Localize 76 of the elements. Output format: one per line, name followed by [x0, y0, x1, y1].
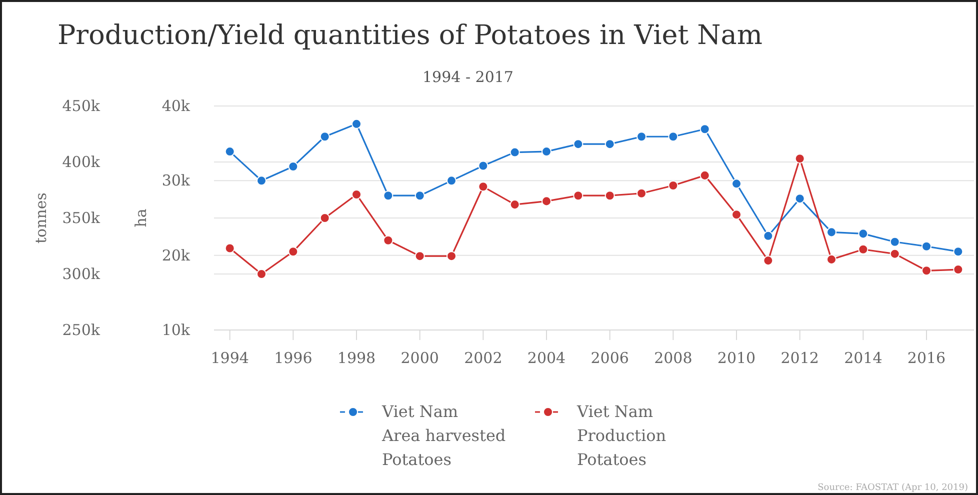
point — [826, 254, 837, 264]
point — [446, 251, 457, 262]
y2-axis-title: tonnes — [32, 192, 50, 244]
point — [700, 124, 710, 134]
x-tick-label: 2008 — [654, 349, 692, 367]
point — [288, 246, 298, 257]
point — [320, 132, 330, 142]
legend-label: Viet Nam Production Potatoes — [576, 402, 666, 469]
y-tick-label: 10k — [162, 321, 191, 339]
point — [383, 235, 394, 246]
y-axis-title: ha — [132, 208, 150, 228]
point — [858, 244, 868, 254]
point — [731, 210, 742, 220]
point — [510, 200, 520, 210]
x-tick-label: 2004 — [527, 349, 566, 367]
point — [541, 196, 552, 206]
x-tick-label: 2014 — [844, 349, 882, 367]
source-note: Source: FAOSTAT (Apr 10, 2019) — [818, 483, 968, 493]
legend-label: Viet Nam Area harvested Potatoes — [381, 402, 506, 469]
x-tick-label: 1994 — [210, 349, 249, 367]
point — [921, 241, 932, 252]
point — [953, 246, 964, 257]
chart-title: Production/Yield quantities of Potatoes in Viet Nam — [58, 20, 762, 51]
y2-tick-label: 300k — [62, 265, 101, 283]
point — [668, 180, 678, 191]
point — [224, 243, 235, 254]
point — [224, 146, 235, 157]
point — [604, 139, 615, 150]
point — [256, 176, 267, 186]
point — [573, 139, 584, 150]
x-tick-label: 2016 — [907, 349, 946, 367]
x-tick-label: 1996 — [274, 349, 312, 367]
y2-tick-label: 400k — [62, 153, 101, 171]
x-tick-label: 2002 — [464, 349, 502, 367]
y-tick-label: 40k — [162, 97, 191, 115]
point — [256, 268, 267, 280]
point — [763, 230, 774, 241]
point — [478, 182, 488, 192]
point — [890, 236, 900, 247]
point — [731, 178, 742, 189]
point — [826, 227, 837, 238]
point — [351, 118, 362, 129]
y-tick-label: 30k — [162, 172, 191, 190]
point — [858, 228, 868, 239]
point — [763, 256, 774, 266]
point — [351, 189, 362, 200]
point — [794, 154, 805, 164]
point — [320, 212, 330, 224]
y2-tick-label: 450k — [62, 97, 101, 115]
x-tick-label: 2006 — [590, 349, 629, 367]
point — [288, 161, 298, 172]
point — [510, 147, 520, 158]
y2-tick-label: 250k — [62, 321, 101, 339]
point — [921, 266, 932, 276]
point — [414, 190, 425, 201]
point — [414, 251, 425, 262]
point — [794, 194, 805, 204]
x-tick-label: 2012 — [780, 349, 819, 367]
point — [573, 190, 584, 201]
point — [383, 190, 394, 201]
y-tick-label: 20k — [162, 246, 191, 264]
y2-tick-label: 350k — [62, 209, 101, 227]
chart-subtitle: 1994 - 2017 — [422, 68, 514, 86]
point — [541, 146, 552, 157]
point — [636, 188, 647, 198]
point — [478, 160, 488, 171]
x-tick-label: 2010 — [717, 349, 756, 367]
point — [604, 190, 615, 201]
x-tick-label: 2000 — [400, 349, 439, 367]
point — [700, 170, 710, 180]
point — [446, 176, 457, 186]
x-tick-label: 1998 — [337, 349, 376, 367]
point — [890, 248, 900, 259]
point — [636, 132, 647, 142]
point — [668, 132, 678, 142]
point — [953, 264, 964, 275]
